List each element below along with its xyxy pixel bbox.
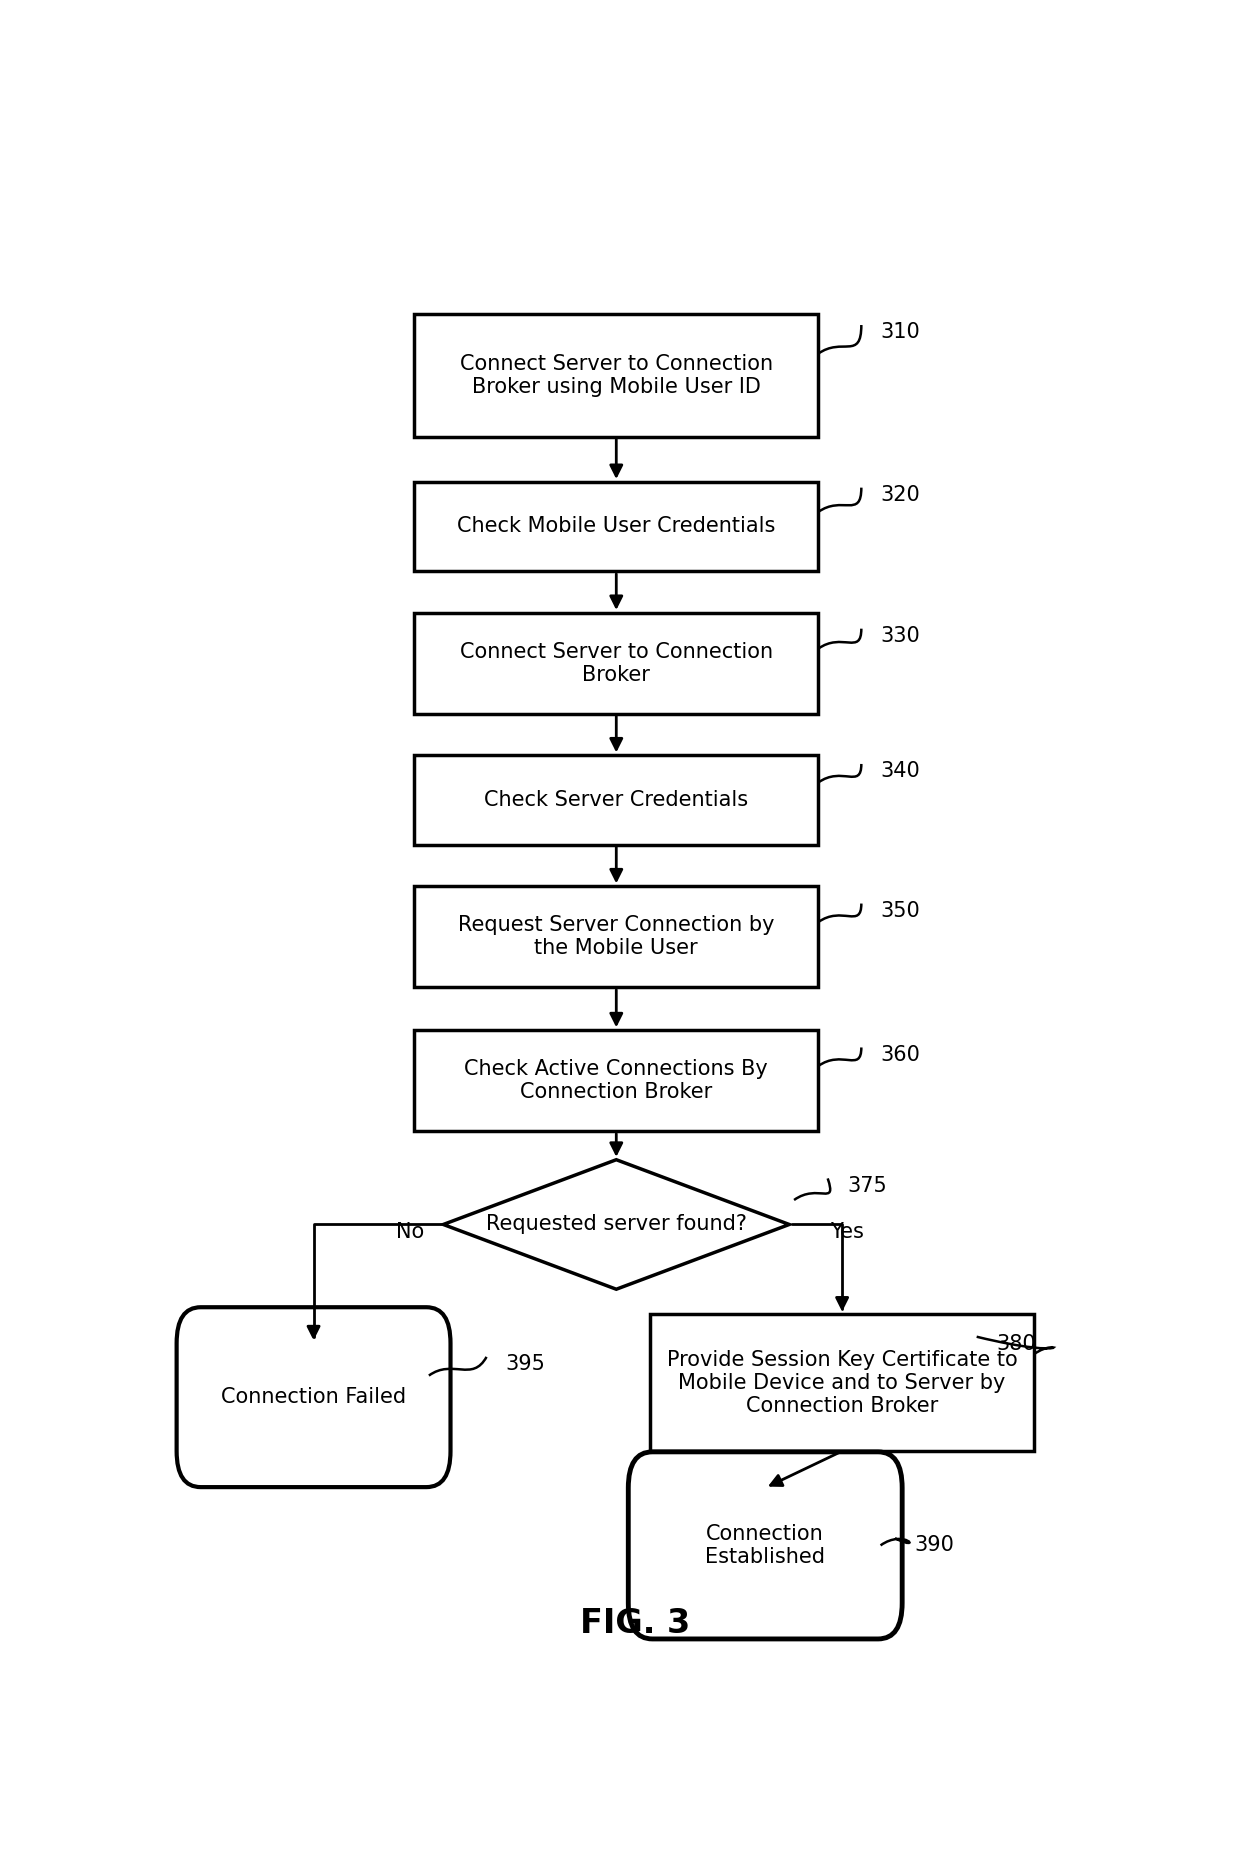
Text: Connect Server to Connection
Broker using Mobile User ID: Connect Server to Connection Broker usin… xyxy=(460,353,773,396)
Text: 390: 390 xyxy=(914,1536,954,1555)
FancyBboxPatch shape xyxy=(414,314,818,437)
Text: Connection
Established: Connection Established xyxy=(706,1523,826,1566)
Text: Requested server found?: Requested server found? xyxy=(486,1215,746,1235)
Text: 340: 340 xyxy=(880,761,920,781)
Text: 380: 380 xyxy=(996,1334,1035,1353)
Text: 395: 395 xyxy=(506,1353,546,1374)
FancyBboxPatch shape xyxy=(414,482,818,572)
Text: Yes: Yes xyxy=(830,1222,864,1241)
Polygon shape xyxy=(444,1159,789,1290)
Text: 375: 375 xyxy=(847,1176,887,1196)
Text: Connect Server to Connection
Broker: Connect Server to Connection Broker xyxy=(460,641,773,684)
Text: Check Active Connections By
Connection Broker: Check Active Connections By Connection B… xyxy=(465,1060,768,1103)
FancyBboxPatch shape xyxy=(650,1314,1034,1450)
FancyBboxPatch shape xyxy=(414,1030,818,1131)
Text: 330: 330 xyxy=(880,626,920,647)
Text: FIG. 3: FIG. 3 xyxy=(580,1607,691,1639)
Text: 360: 360 xyxy=(880,1045,920,1065)
Text: 350: 350 xyxy=(880,901,920,921)
Text: Check Server Credentials: Check Server Credentials xyxy=(484,791,749,809)
Text: Check Mobile User Credentials: Check Mobile User Credentials xyxy=(458,516,775,536)
Text: 310: 310 xyxy=(880,321,920,342)
Text: 320: 320 xyxy=(880,484,920,505)
Text: Request Server Connection by
the Mobile User: Request Server Connection by the Mobile … xyxy=(458,916,775,959)
FancyBboxPatch shape xyxy=(629,1452,903,1639)
Text: Connection Failed: Connection Failed xyxy=(221,1387,407,1407)
Text: No: No xyxy=(396,1222,424,1241)
Text: Provide Session Key Certificate to
Mobile Device and to Server by
Connection Bro: Provide Session Key Certificate to Mobil… xyxy=(667,1349,1018,1417)
FancyBboxPatch shape xyxy=(414,755,818,845)
FancyBboxPatch shape xyxy=(414,886,818,987)
FancyBboxPatch shape xyxy=(176,1306,450,1488)
FancyBboxPatch shape xyxy=(414,613,818,714)
